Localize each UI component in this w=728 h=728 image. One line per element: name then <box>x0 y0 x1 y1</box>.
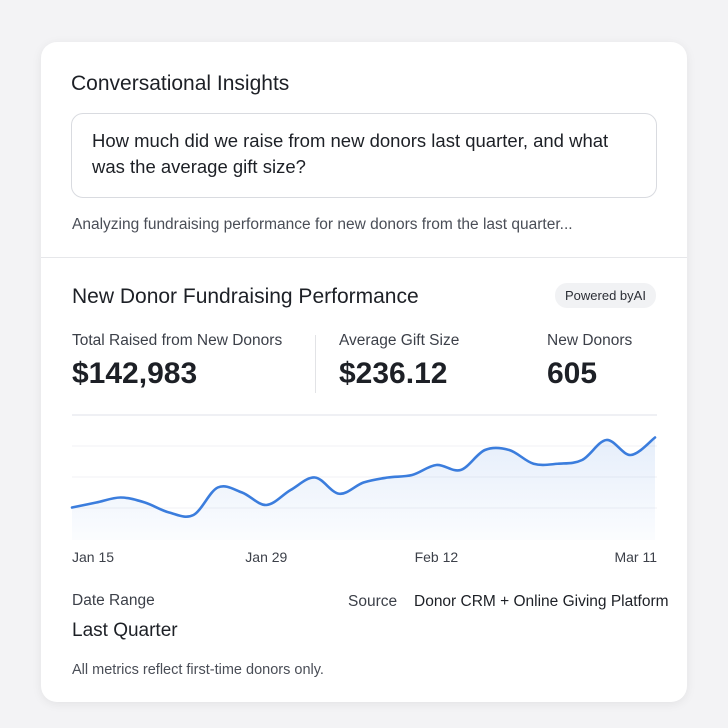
trend-chart: Jan 15 Jan 29 Feb 12 Mar 11 <box>70 414 657 565</box>
x-tick-label: Feb 12 <box>415 549 459 565</box>
divider <box>41 257 687 258</box>
x-tick-label: Mar 11 <box>614 549 657 565</box>
metric-value: 605 <box>547 357 598 390</box>
insights-card: Conversational Insights How much did we … <box>41 42 687 702</box>
line <box>70 436 657 518</box>
query-box[interactable]: How much did we raise from new donors la… <box>71 113 657 198</box>
area <box>72 437 655 540</box>
metric-label: New Donors <box>547 332 633 349</box>
date-range-label: Date Range <box>72 592 155 609</box>
status-text: Analyzing fundraising performance for ne… <box>72 216 573 233</box>
separator <box>315 335 316 393</box>
footnote: All metrics reflect first-time donors on… <box>72 662 324 678</box>
section-title: New Donor Fundraising Performance <box>72 285 419 308</box>
metric-value: $142,983 <box>72 357 198 390</box>
metric-label: Total Raised from New Donors <box>72 332 283 349</box>
ai-badge: Powered byAI <box>555 283 656 308</box>
x-tick-label: Jan 29 <box>245 549 287 565</box>
x-tick-label: Jan 15 <box>72 549 114 565</box>
card-title: Conversational Insights <box>71 72 290 95</box>
date-range-value: Last Quarter <box>72 620 178 641</box>
source-label: Source <box>348 593 398 610</box>
source-value: Donor CRM + Online Giving Platform <box>414 593 669 610</box>
metric-value: $236.12 <box>339 357 448 390</box>
metric-label: Average Gift Size <box>339 332 460 349</box>
